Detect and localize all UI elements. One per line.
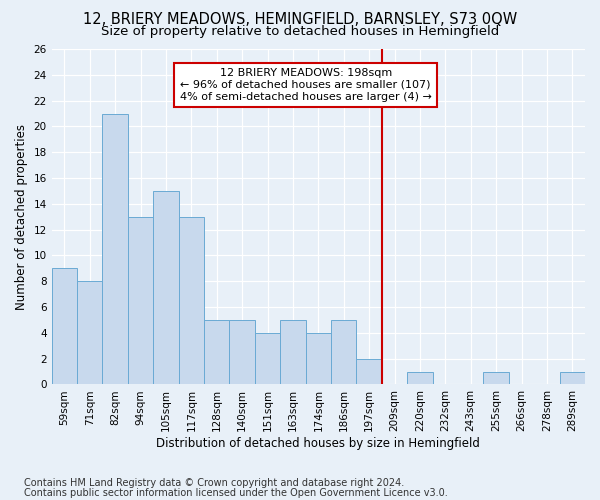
Text: 12 BRIERY MEADOWS: 198sqm
← 96% of detached houses are smaller (107)
4% of semi-: 12 BRIERY MEADOWS: 198sqm ← 96% of detac… — [179, 68, 431, 102]
Bar — [77, 281, 103, 384]
Bar — [204, 320, 229, 384]
Bar — [484, 372, 509, 384]
Bar — [229, 320, 255, 384]
X-axis label: Distribution of detached houses by size in Hemingfield: Distribution of detached houses by size … — [157, 437, 480, 450]
Bar — [153, 191, 179, 384]
Text: Contains public sector information licensed under the Open Government Licence v3: Contains public sector information licen… — [24, 488, 448, 498]
Bar — [305, 333, 331, 384]
Text: Contains HM Land Registry data © Crown copyright and database right 2024.: Contains HM Land Registry data © Crown c… — [24, 478, 404, 488]
Bar — [407, 372, 433, 384]
Bar — [103, 114, 128, 384]
Bar — [560, 372, 585, 384]
Bar — [128, 216, 153, 384]
Bar — [280, 320, 305, 384]
Text: 12, BRIERY MEADOWS, HEMINGFIELD, BARNSLEY, S73 0QW: 12, BRIERY MEADOWS, HEMINGFIELD, BARNSLE… — [83, 12, 517, 28]
Bar — [331, 320, 356, 384]
Y-axis label: Number of detached properties: Number of detached properties — [15, 124, 28, 310]
Text: Size of property relative to detached houses in Hemingfield: Size of property relative to detached ho… — [101, 25, 499, 38]
Bar — [356, 358, 382, 384]
Bar — [52, 268, 77, 384]
Bar — [179, 216, 204, 384]
Bar — [255, 333, 280, 384]
